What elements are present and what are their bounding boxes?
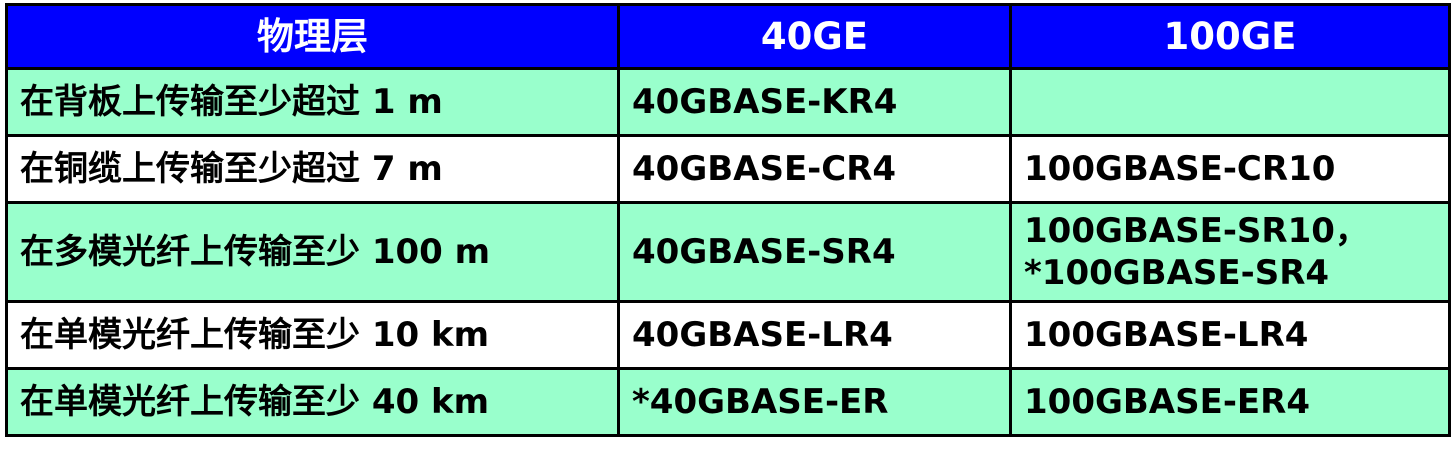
cell-100ge: 100GBASE-SR10， *100GBASE-SR4 (1011, 203, 1450, 302)
cell-phy-layer: 在背板上传输至少超过 1 m (7, 69, 619, 136)
cell-40ge: 40GBASE-LR4 (619, 302, 1011, 369)
cell-40ge: *40GBASE-ER (619, 369, 1011, 436)
table-row: 在多模光纤上传输至少 100 m 40GBASE-SR4 100GBASE-SR… (7, 203, 1450, 302)
table-row: 在单模光纤上传输至少 10 km 40GBASE-LR4 100GBASE-LR… (7, 302, 1450, 369)
cell-40ge: 40GBASE-CR4 (619, 136, 1011, 203)
cell-100ge-line-1: 100GBASE-SR10， (1024, 210, 1448, 252)
cell-phy-layer: 在单模光纤上传输至少 40 km (7, 369, 619, 436)
cell-40ge: 40GBASE-KR4 (619, 69, 1011, 136)
table-row: 在背板上传输至少超过 1 m 40GBASE-KR4 (7, 69, 1450, 136)
header-40ge: 40GE (619, 5, 1011, 69)
table-row: 在单模光纤上传输至少 40 km *40GBASE-ER 100GBASE-ER… (7, 369, 1450, 436)
cell-100ge-line: 100GBASE-LR4 (1024, 314, 1448, 356)
cell-phy-layer: 在铜缆上传输至少超过 7 m (7, 136, 619, 203)
cell-100ge (1011, 69, 1450, 136)
cell-100ge-line: 100GBASE-CR10 (1024, 148, 1448, 190)
cell-phy-layer: 在单模光纤上传输至少 10 km (7, 302, 619, 369)
table-row: 在铜缆上传输至少超过 7 m 40GBASE-CR4 100GBASE-CR10 (7, 136, 1450, 203)
table-header-row: 物理层 40GE 100GE (7, 5, 1450, 69)
cell-100ge: 100GBASE-LR4 (1011, 302, 1450, 369)
header-phy-layer: 物理层 (7, 5, 619, 69)
cell-phy-layer: 在多模光纤上传输至少 100 m (7, 203, 619, 302)
header-100ge: 100GE (1011, 5, 1450, 69)
cell-100ge-line: 100GBASE-ER4 (1024, 381, 1448, 423)
cell-40ge: 40GBASE-SR4 (619, 203, 1011, 302)
cell-100ge-line-2: *100GBASE-SR4 (1024, 252, 1448, 294)
ethernet-phy-table: 物理层 40GE 100GE 在背板上传输至少超过 1 m 40GBASE-KR… (5, 3, 1451, 437)
cell-100ge: 100GBASE-CR10 (1011, 136, 1450, 203)
cell-100ge: 100GBASE-ER4 (1011, 369, 1450, 436)
